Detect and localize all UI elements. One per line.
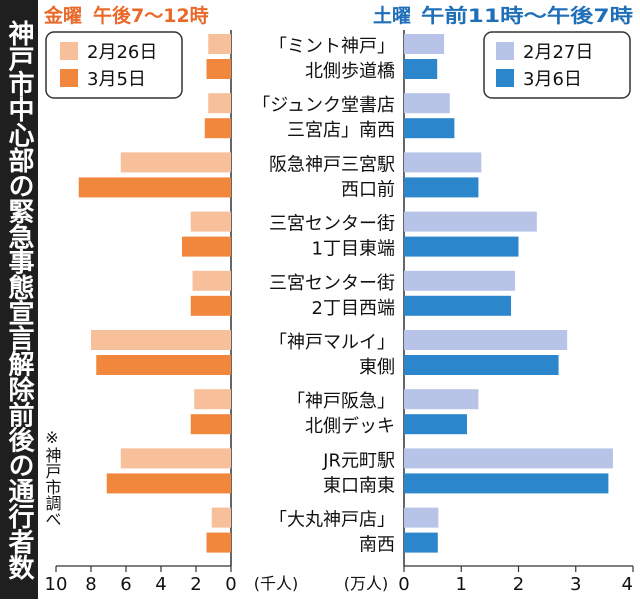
left-time-title: 午後7～12時 (93, 4, 209, 27)
left-day-title: 金曜 (43, 4, 82, 27)
category-label-6-1: 北側デッキ (305, 416, 395, 437)
category-label-2-0: 阪急神戸三宮駅 (269, 154, 395, 175)
left-tick-label-5: 0 (225, 574, 236, 595)
bar-left-s1-c0 (206, 59, 231, 79)
legend-label-mar5: 3月5日 (87, 69, 146, 90)
right-time-title: 午前11時～午後7時 (421, 4, 633, 27)
right-day-title: 土曜 (373, 5, 411, 27)
bar-left-s1-c8 (206, 532, 231, 553)
legend-swatch-mar5 (60, 69, 78, 87)
right-tick-label-1: 1 (456, 574, 467, 595)
bar-left-s1-c7 (106, 473, 231, 494)
bar-right-s1-c3 (404, 236, 519, 257)
legend-swatch-mar6 (496, 69, 514, 87)
bar-right-s1-c4 (404, 295, 512, 316)
bar-right-s0-c2 (404, 152, 482, 173)
source-note: ※神戸市調べ (43, 428, 62, 527)
bar-right-s0-c1 (404, 93, 450, 114)
category-label-0-1: 北側歩道橋 (305, 61, 395, 82)
bar-right-s0-c7 (404, 448, 613, 469)
bar-right-s0-c4 (404, 270, 516, 291)
bar-right-s1-c5 (404, 355, 559, 375)
left-legend-box (45, 31, 183, 99)
category-label-3-0: 三宮センター街 (269, 214, 395, 235)
bar-right-s1-c6 (404, 414, 467, 435)
bar-left-s0-c2 (120, 152, 231, 173)
category-label-5-0: 「神戸マルイ」 (269, 332, 395, 353)
bar-left-s1-c4 (190, 295, 231, 316)
legend-label-feb27: 2月27日 (523, 42, 593, 63)
bar-right-s0-c8 (404, 507, 439, 528)
right-unit-label: (万人) (344, 574, 389, 593)
bar-right-s1-c7 (404, 473, 609, 494)
bar-left-s1-c1 (204, 118, 231, 139)
category-label-8-1: 南西 (359, 535, 395, 556)
left-tick-label-1: 8 (85, 574, 96, 595)
category-label-1-1: 三宮店」南西 (287, 120, 395, 141)
right-tick-label-2: 2 (513, 574, 524, 595)
bar-right-s1-c1 (404, 118, 455, 139)
left-tick-label-4: 2 (190, 574, 201, 595)
category-label-8-0: 「大丸神戸店」 (269, 510, 395, 531)
legend-label-mar6: 3月6日 (523, 69, 582, 90)
left-tick-label-2: 6 (120, 574, 131, 595)
bar-left-s0-c4 (192, 270, 231, 291)
left-tick-label-3: 4 (155, 574, 166, 595)
bar-left-s0-c7 (120, 448, 231, 469)
legend-label-feb26: 2月26日 (87, 42, 157, 63)
bar-left-s1-c2 (78, 177, 231, 198)
legend-swatch-feb26 (60, 42, 78, 60)
bar-right-s1-c2 (404, 177, 479, 198)
right-legend-box (483, 31, 631, 99)
bar-right-s0-c6 (404, 389, 479, 410)
bar-left-s0-c3 (190, 211, 231, 232)
title-band (0, 0, 38, 599)
category-label-7-1: 東口南東 (323, 475, 395, 496)
category-label-6-0: 「神戸阪急」 (287, 391, 395, 412)
right-legend: 2月27日 3月6日 (483, 31, 631, 99)
bar-left-s0-c8 (211, 507, 231, 528)
bar-left-s1-c3 (182, 236, 231, 257)
left-tick-label-0: 10 (45, 574, 68, 595)
bar-right-s0-c0 (404, 34, 445, 54)
bar-right-s1-c8 (404, 532, 438, 553)
left-legend: 2月26日 3月5日 (45, 31, 183, 99)
category-label-5-1: 東側 (359, 357, 395, 378)
category-label-3-1: 1丁目東端 (312, 239, 395, 260)
right-tick-label-3: 3 (570, 574, 581, 595)
category-label-0-0: 「ミント神戸」 (269, 36, 395, 57)
category-label-4-1: 2丁目西端 (312, 298, 395, 319)
right-tick-label-4: 4 (622, 574, 633, 595)
bar-left-s1-c6 (190, 414, 231, 435)
bar-left-s1-c5 (96, 355, 231, 375)
bar-left-s0-c1 (208, 93, 231, 114)
bar-left-s0-c5 (91, 330, 231, 350)
chart-title: 神戸市中心部の緊急事態宣言解除前後の通行者数 (4, 20, 35, 581)
bar-right-s0-c3 (404, 211, 537, 232)
right-tick-label-0: 0 (398, 574, 409, 595)
left-unit-label: (千人) (254, 574, 299, 593)
bar-left-s0-c6 (194, 389, 231, 410)
bar-right-s0-c5 (404, 330, 568, 350)
category-label-2-1: 西口前 (341, 179, 395, 200)
category-label-7-0: JR元町駅 (322, 450, 395, 471)
legend-swatch-feb27 (496, 42, 514, 60)
category-label-4-0: 三宮センター街 (269, 273, 395, 294)
bar-left-s0-c0 (208, 34, 231, 54)
bar-right-s1-c0 (404, 59, 438, 79)
category-label-1-0: 「ジュンク堂書店 (252, 95, 395, 116)
